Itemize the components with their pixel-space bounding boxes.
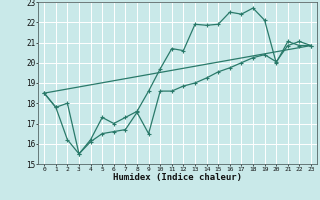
X-axis label: Humidex (Indice chaleur): Humidex (Indice chaleur) [113,173,242,182]
